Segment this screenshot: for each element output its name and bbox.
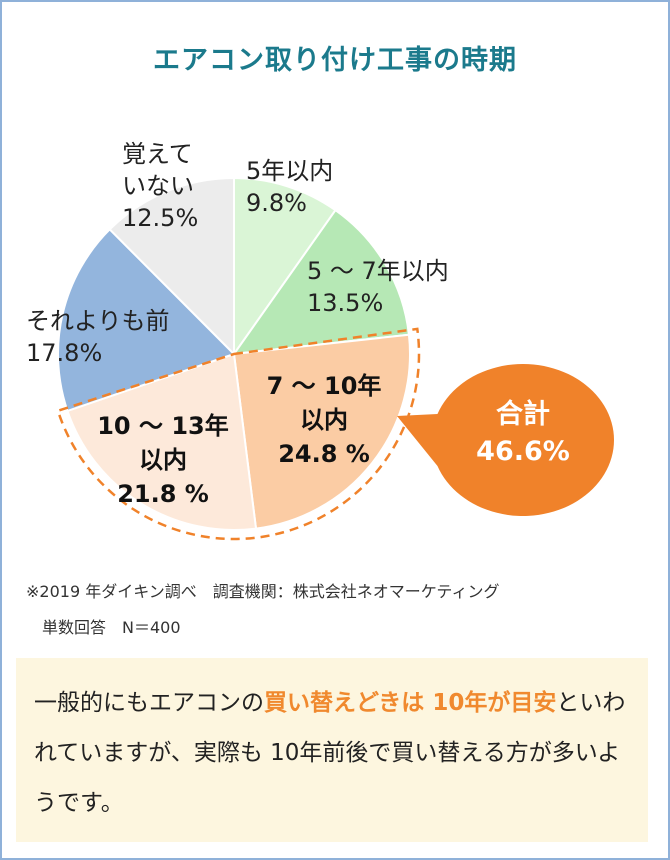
slice-label-unknown: 覚えていない 12.5%: [122, 140, 198, 232]
pie-slice-before: [57, 227, 236, 413]
slice-label-within-5: 5年以内 9.8%: [246, 157, 333, 217]
pie-slice-within-5: [233, 176, 337, 358]
chart-title: エアコン取り付け工事の時期: [153, 45, 517, 76]
callout-bubble: [397, 364, 614, 516]
pie-chart: 5年以内 9.8% 5 ～ 7年以内 13.5% 7 ～ 10年以内 24.8 % 10 ～…: [26, 140, 614, 541]
pie-slice-10-13: [66, 352, 258, 531]
slice-label-before: それよりも前 17.8%: [26, 307, 170, 367]
summary-highlight: 買い替えどきは 10年が目安: [264, 690, 557, 716]
source-note: ※2019 年ダイキン調べ 調査機関：株式会社ネオマーケティング: [26, 582, 500, 601]
summary-text-rest: といわれていますが、実際も 10年前後で買い替える方が多いようです。: [34, 690, 626, 816]
summary-box: 一般的にもエアコンの買い替えどきは 10年が目安といわれていますが、実際も 10…: [16, 658, 648, 842]
callout-value: 46.6%: [476, 436, 570, 467]
pie-slice-5-7: [231, 208, 411, 356]
slice-label-10-13: 10 ～ 13年以内 21.8 %: [97, 412, 229, 508]
callout-label: 合計: [496, 398, 550, 430]
highlight-dashed-outline: [56, 327, 421, 541]
total-callout: 合計 46.6%: [397, 364, 614, 516]
summary-text: 一般的にもエアコンの: [34, 690, 264, 716]
sample-note: 単数回答 N＝400: [42, 618, 181, 637]
slice-label-7-10: 7 ～ 10年以内 24.8 %: [267, 372, 382, 468]
slice-label-5-7: 5 ～ 7年以内 13.5%: [307, 257, 449, 317]
pie-slice-unknown: [108, 176, 235, 357]
pie-slice-7-10: [232, 333, 411, 530]
